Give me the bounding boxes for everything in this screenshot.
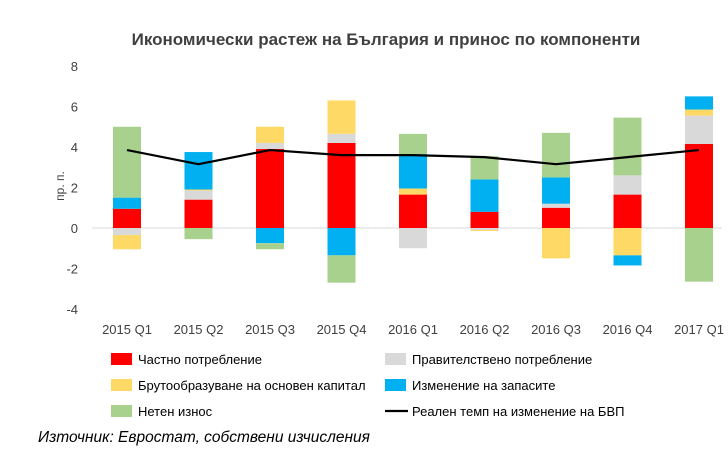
x-tick-label: 2015 Q1: [102, 322, 152, 337]
bar-gfcf-2015-Q4: [327, 100, 356, 134]
legend-label-inventories: Изменение на запасите: [412, 378, 555, 393]
bar-gfcf-2015-Q3: [256, 126, 284, 143]
bar-government-2015-Q2: [184, 190, 213, 200]
bar-netexports-2015-Q4: [327, 255, 356, 283]
y-tick-label: 8: [71, 59, 78, 74]
bar-government-2016-Q4: [613, 175, 642, 195]
bar-inventories-2017-Q1: [685, 96, 713, 110]
bar-government-2016-Q2: [470, 228, 499, 231]
bar-private-2016-Q4: [613, 194, 642, 228]
bar-inventories-2016-Q2: [470, 179, 499, 212]
y-axis-label: пр. п.: [53, 171, 67, 201]
bar-private-2016-Q2: [470, 211, 499, 228]
y-tick-label: 2: [71, 181, 78, 196]
bar-inventories-2015-Q4: [327, 228, 356, 256]
bar-private-2016-Q3: [542, 207, 570, 228]
bar-gfcf-2015-Q2: [184, 189, 213, 191]
bar-netexports-2015-Q2: [184, 228, 213, 240]
bar-netexports-2016-Q1: [399, 133, 427, 155]
bar-netexports-2015-Q1: [113, 126, 141, 198]
bar-government-2015-Q4: [327, 133, 356, 143]
bar-gfcf-2016-Q2: [470, 230, 499, 232]
y-tick-label: 0: [71, 221, 78, 236]
legend-label-netexports: Нетен износ: [138, 404, 213, 419]
legend-swatch-government: [385, 353, 406, 365]
x-tick-label: 2016 Q1: [388, 322, 438, 337]
bar-government-2016-Q3: [542, 203, 570, 208]
x-tick-label: 2016 Q2: [460, 322, 510, 337]
bar-netexports-2015-Q3: [256, 243, 284, 250]
bar-gfcf-2016-Q3: [542, 228, 570, 259]
legend-swatch-private: [111, 353, 132, 365]
bar-private-2015-Q3: [256, 149, 284, 228]
legend-label-private: Частно потребление: [138, 352, 262, 367]
x-tick-label: 2015 Q2: [174, 322, 224, 337]
legend: Частно потребление Правителствено потребл…: [111, 352, 624, 419]
x-tick-label: 2016 Q4: [603, 322, 653, 337]
gdp-line-group: [126, 148, 700, 166]
bar-gfcf-2016-Q1: [399, 188, 427, 195]
bar-netexports-2017-Q1: [685, 228, 713, 282]
y-tick-label: 6: [71, 100, 78, 115]
y-tick-label: -2: [66, 262, 78, 277]
bar-gfcf-2015-Q1: [113, 235, 141, 250]
x-tick-label: 2015 Q4: [317, 322, 367, 337]
x-tick-label: 2016 Q3: [531, 322, 581, 337]
legend-swatch-gfcf: [111, 379, 132, 391]
legend-label-gfcf: Брутообразуване на основен капитал: [138, 378, 366, 393]
bar-gfcf-2017-Q1: [685, 109, 713, 116]
x-axis-ticks: 2015 Q1 2015 Q2 2015 Q3 2015 Q4 2016 Q1 2016 …: [102, 322, 724, 337]
bar-private-2017-Q1: [685, 143, 713, 228]
y-axis-ticks: 8 6 4 2 0 -2 -4: [66, 59, 78, 317]
legend-label-government: Правителствено потребление: [412, 352, 592, 367]
bar-government-2015-Q3: [256, 142, 284, 150]
x-tick-label: 2015 Q3: [245, 322, 295, 337]
x-tick-label: 2017 Q1: [674, 322, 724, 337]
y-tick-label: 4: [71, 140, 78, 155]
bar-private-2015-Q2: [184, 199, 213, 228]
chart-title: Икономически растеж на България и принос…: [132, 30, 641, 49]
bar-inventories-2015-Q1: [113, 197, 141, 209]
y-tick-label: -4: [66, 302, 78, 317]
bar-gfcf-2016-Q4: [613, 228, 642, 256]
bar-private-2016-Q1: [399, 194, 427, 228]
bar-netexports-2016-Q3: [542, 132, 570, 178]
bar-inventories-2016-Q3: [542, 177, 570, 204]
bar-segments: [113, 96, 713, 283]
bar-private-2015-Q4: [327, 142, 356, 228]
bar-netexports-2016-Q4: [613, 117, 642, 176]
legend-swatch-netexports: [111, 405, 132, 417]
bar-inventories-2016-Q1: [399, 154, 427, 189]
bar-government-2017-Q1: [685, 115, 713, 144]
bar-private-2015-Q1: [113, 208, 141, 228]
legend-swatch-inventories: [385, 379, 406, 391]
bar-inventories-2015-Q2: [184, 152, 213, 190]
bar-inventories-2015-Q3: [256, 228, 284, 244]
bar-netexports-2016-Q2: [470, 156, 499, 180]
legend-label-gdp: Реален темп на изменение на БВП: [412, 404, 624, 419]
bar-government-2015-Q1: [113, 228, 141, 236]
source-note: Източник: Евростат, собствени изчисления: [38, 429, 370, 446]
bar-inventories-2016-Q4: [613, 255, 642, 266]
bar-government-2016-Q1: [399, 228, 427, 249]
